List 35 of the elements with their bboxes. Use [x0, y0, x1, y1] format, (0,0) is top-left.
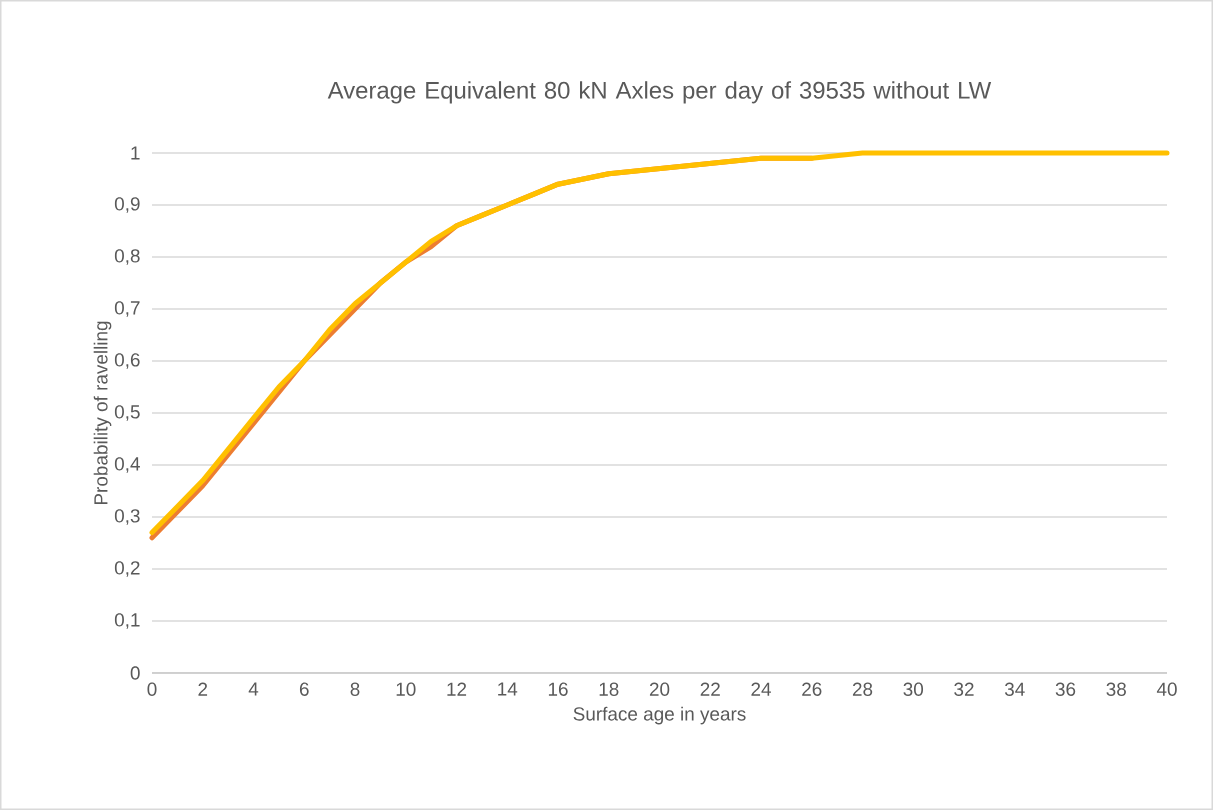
x-tick-label: 2 [198, 682, 208, 696]
x-tick-label: 4 [248, 682, 259, 696]
chart-title: Average Equivalent 80 kN Axles per day of 39535 without LW [327, 81, 992, 104]
y-tick-label: 0,5 [114, 405, 140, 421]
x-tick-label: 20 [649, 682, 670, 696]
y-tick-label: 0,3 [114, 509, 140, 525]
y-tick-label: 0,4 [114, 457, 140, 473]
x-tick-label: 28 [852, 682, 873, 696]
y-tick-label: 1 [131, 146, 140, 160]
x-tick-label: 14 [498, 682, 518, 696]
y-tick-label: 0,6 [114, 353, 140, 369]
x-tick-label: 18 [599, 682, 619, 696]
x-tick-label: 38 [1106, 682, 1126, 696]
x-tick-label: 40 [1156, 682, 1177, 696]
x-tick-label: 8 [350, 682, 360, 696]
x-tick-label: 30 [903, 682, 924, 696]
y-tick-label: 0,7 [114, 301, 140, 317]
y-axis-title: Probability of ravelling [93, 321, 112, 505]
x-tick-label: 16 [548, 682, 568, 696]
y-tick-label: 0,9 [114, 197, 140, 213]
x-tick-label: 22 [700, 682, 720, 696]
x-tick-label: 34 [1004, 682, 1025, 696]
x-tick-label: 26 [802, 682, 822, 696]
x-tick-label: 6 [299, 682, 309, 696]
y-tick-label: 0,1 [114, 613, 140, 629]
x-tick-label: 32 [954, 682, 974, 696]
x-tick-label: 36 [1055, 682, 1076, 696]
y-tick-label: 0,2 [114, 561, 140, 577]
x-tick-label: 10 [396, 682, 416, 696]
y-tick-label: 0,8 [114, 249, 140, 265]
y-tick-label: 0 [130, 666, 140, 680]
x-tick-label: 24 [751, 682, 771, 696]
x-axis-title: Surface age in years [573, 706, 746, 725]
x-tick-label: 0 [147, 682, 157, 696]
x-tick-label: 12 [447, 682, 467, 696]
